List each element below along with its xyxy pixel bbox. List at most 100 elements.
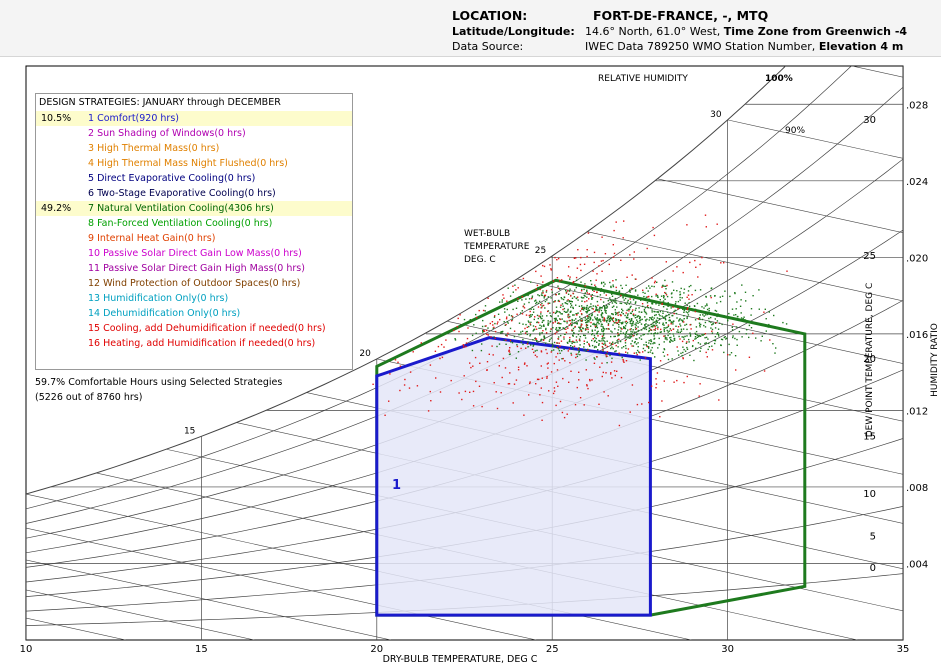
legend-item[interactable]: 14 Dehumidification Only(0 hrs) [36,306,352,321]
data-point [672,340,674,342]
data-point [603,333,605,335]
data-point [499,318,501,321]
data-point [631,319,633,322]
data-point [619,302,621,304]
legend-item[interactable]: 3 High Thermal Mass(0 hrs) [36,141,352,156]
data-point [583,288,585,291]
data-point [582,308,584,310]
data-point [526,330,528,333]
data-point [699,326,701,328]
data-point [710,321,712,324]
data-point [605,312,607,314]
legend-item[interactable]: 11 Passive Solar Direct Gain High Mass(0… [36,261,352,276]
data-point [663,317,665,319]
data-point [594,345,596,348]
data-point [590,321,592,324]
data-point [678,306,680,308]
data-point [583,294,585,297]
data-point [563,296,566,298]
strategy-legend: DESIGN STRATEGIES: JANUARY through DECEM… [35,93,353,370]
data-point [532,325,535,327]
data-point [670,340,673,342]
data-point [633,331,636,333]
data-point [638,317,641,319]
data-point [601,335,604,337]
data-point [531,314,533,316]
data-point [602,259,604,262]
data-point [522,323,524,325]
data-point [544,307,546,309]
legend-item[interactable]: 16 Heating, add Humidification if needed… [36,336,352,351]
legend-item[interactable]: 2 Sun Shading of Windows(0 hrs) [36,126,352,141]
data-point [579,328,581,330]
data-point [576,341,578,343]
data-point [617,312,619,314]
data-point [506,335,508,337]
legend-item[interactable]: 4 High Thermal Mass Night Flushed(0 hrs) [36,156,352,171]
data-point [619,340,622,343]
data-point [625,294,627,296]
data-point [622,332,625,334]
data-point [602,336,604,338]
data-point [597,349,599,351]
data-point [597,330,599,333]
data-point [539,315,542,318]
legend-item[interactable]: 8 Fan-Forced Ventilation Cooling(0 hrs) [36,216,352,231]
data-point [620,284,622,287]
data-point [592,323,594,325]
data-point [595,308,597,310]
data-point [669,340,671,343]
data-point [673,335,675,337]
data-point [549,312,551,314]
data-point [486,369,488,371]
data-point [554,321,556,323]
data-point [535,302,537,305]
data-point [472,365,474,367]
data-point [691,294,693,296]
data-point [654,280,656,282]
wet-bulb-line [587,231,903,302]
data-point [708,307,710,310]
data-point [632,324,634,326]
legend-item[interactable]: 9 Internal Heat Gain(0 hrs) [36,231,352,246]
data-point [573,322,575,324]
data-point [705,342,707,344]
data-point [578,330,580,332]
data-point [604,283,606,285]
legend-item[interactable]: 13 Humidification Only(0 hrs) [36,291,352,306]
legend-item[interactable]: 15 Cooling, add Dehumidification if need… [36,321,352,336]
data-point [612,320,615,322]
data-point [666,354,669,356]
data-point [586,324,589,326]
data-point [645,341,647,343]
legend-item[interactable]: 6 Two-Stage Evaporative Cooling(0 hrs) [36,186,352,201]
data-point [594,358,596,360]
data-point [573,319,575,322]
data-point [588,315,590,318]
data-point [585,321,587,324]
data-point [540,387,542,389]
data-point [695,333,697,335]
data-point [532,344,535,346]
data-point [556,277,559,279]
data-point [571,318,573,321]
data-point [609,320,611,322]
data-point [602,325,604,328]
legend-item[interactable]: 10 Passive Solar Direct Gain Low Mass(0 … [36,246,352,261]
legend-item[interactable]: 5 Direct Evaporative Cooling(0 hrs) [36,171,352,186]
data-point [744,319,746,321]
data-point [694,336,697,338]
legend-item[interactable]: 10.5% 1 Comfort(920 hrs) [36,111,352,126]
legend-item[interactable]: 12 Wind Protection of Outdoor Spaces(0 h… [36,276,352,291]
data-point [721,295,724,297]
x-tick-label: 20 [370,644,383,655]
data-point [540,325,543,327]
data-point [504,311,506,313]
y-tick-label: .020 [906,253,928,264]
legend-item[interactable]: 49.2% 7 Natural Ventilation Cooling(4306 … [36,201,352,216]
data-point [577,299,579,301]
data-point [630,328,632,330]
data-point [567,275,569,277]
data-point [682,308,684,310]
data-point [590,305,592,308]
